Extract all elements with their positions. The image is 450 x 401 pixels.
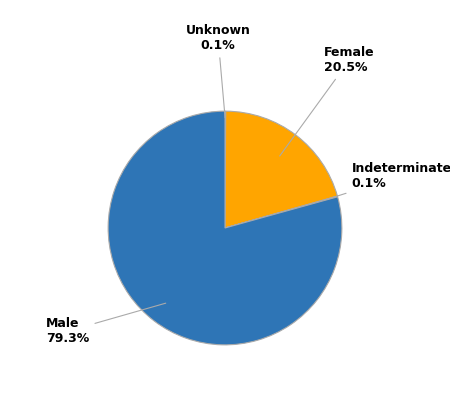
Wedge shape — [225, 111, 338, 228]
Wedge shape — [225, 196, 338, 228]
Wedge shape — [108, 111, 342, 345]
Text: Unknown
0.1%: Unknown 0.1% — [186, 24, 251, 118]
Wedge shape — [225, 111, 226, 228]
Text: Female
20.5%: Female 20.5% — [280, 46, 374, 156]
Text: Indeterminate
0.1%: Indeterminate 0.1% — [327, 162, 450, 199]
Text: Male
79.3%: Male 79.3% — [46, 303, 166, 345]
